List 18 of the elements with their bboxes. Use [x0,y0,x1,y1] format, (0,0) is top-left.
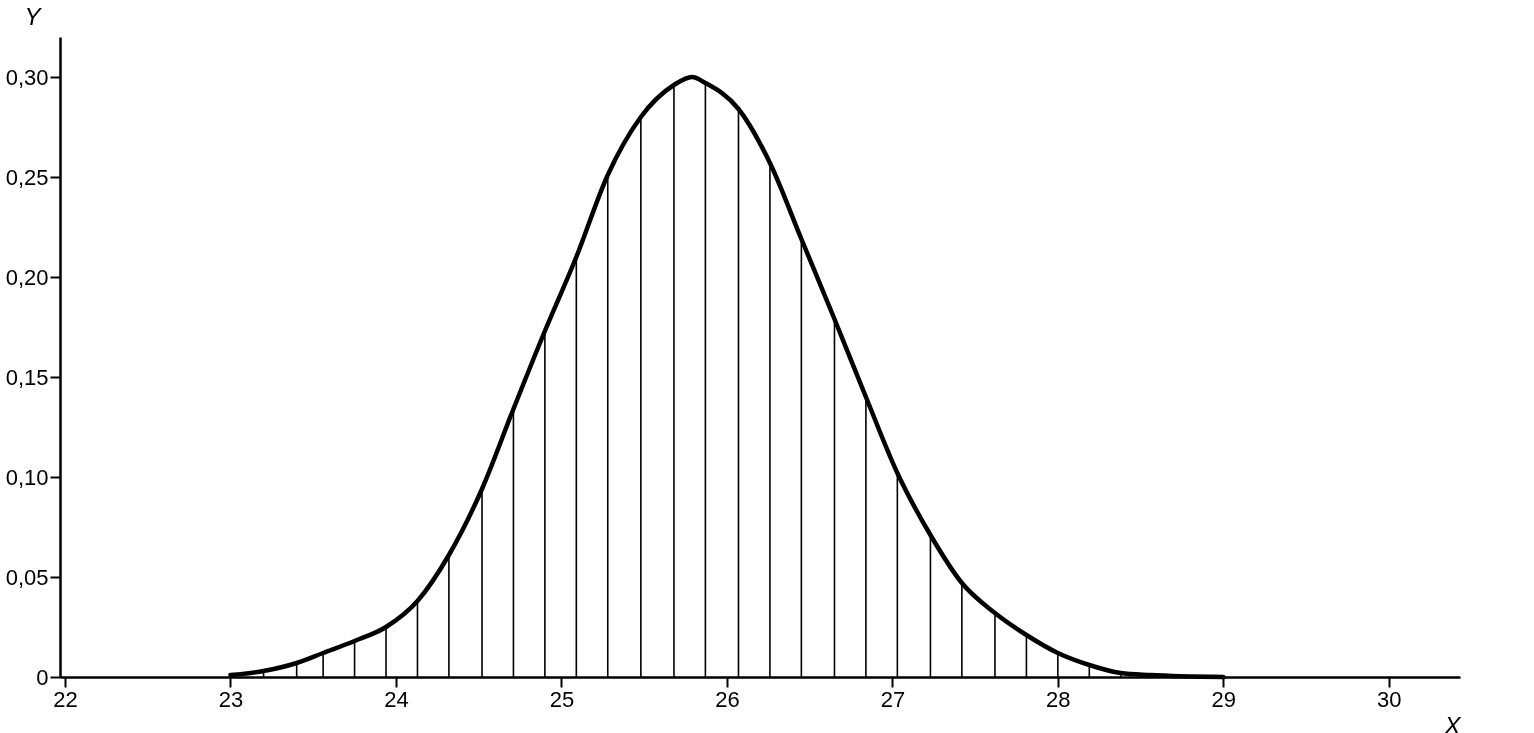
y-axis-title: Y [24,2,43,30]
x-tick-label: 29 [1211,686,1237,712]
y-tick-label: 0,25 [5,164,49,190]
x-tick-label: 22 [53,686,78,712]
y-tick-label: 0,05 [5,564,49,590]
x-tick-label: 24 [384,686,409,712]
x-tick-label: 23 [218,686,244,712]
y-tick-label: 0,10 [5,464,49,490]
x-tick-label: 26 [715,686,740,712]
x-axis-title: X [1443,711,1462,733]
y-tick-label: 0 [36,664,49,690]
x-tick-label: 28 [1046,686,1071,712]
x-tick-label: 25 [549,686,575,712]
y-tick-label: 0,15 [5,364,49,390]
x-tick-label: 27 [880,686,906,712]
y-tick-label: 0,30 [5,64,49,90]
y-tick-label: 0,20 [5,264,49,290]
x-tick-label: 30 [1377,686,1402,712]
